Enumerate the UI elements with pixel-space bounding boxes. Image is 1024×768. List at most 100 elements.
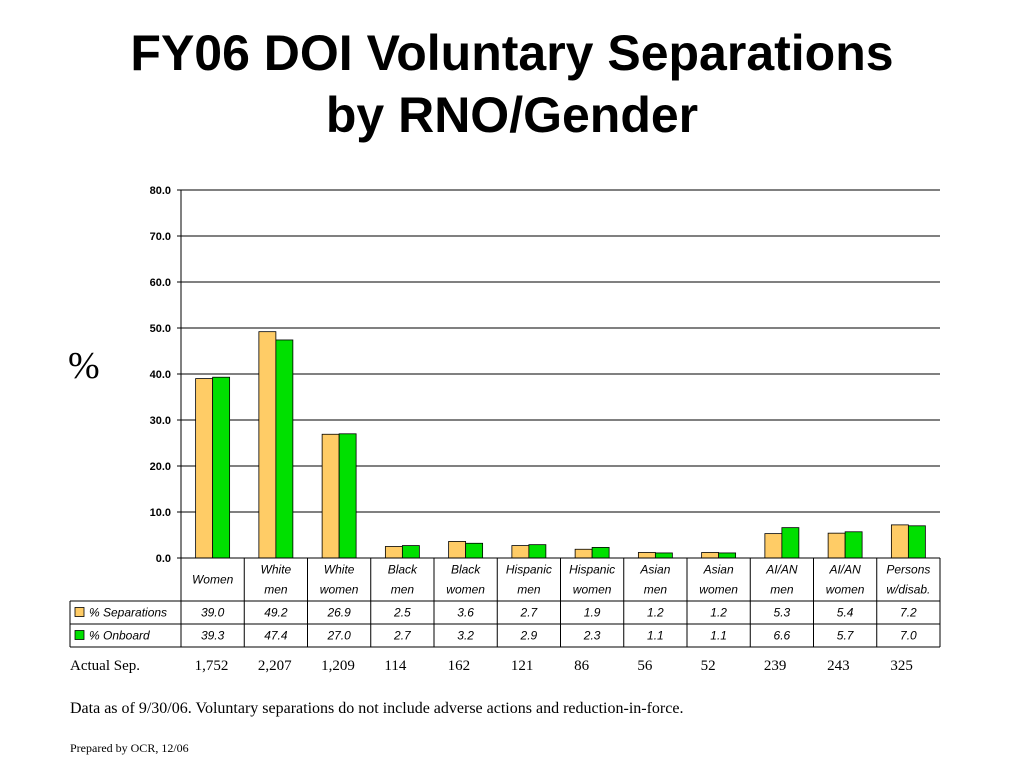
category-label: AI/AN — [765, 563, 798, 577]
category-label: w/disab. — [886, 583, 930, 597]
category-label: women — [320, 583, 359, 597]
bar-separations — [195, 378, 214, 559]
data-table-value: 7.2 — [900, 606, 917, 620]
actual-sep-value: 86 — [574, 658, 590, 674]
legend-label: % Onboard — [89, 629, 150, 643]
category-label: men — [264, 583, 288, 597]
y-tick-label: 60.0 — [150, 277, 171, 289]
y-tick-label: 10.0 — [150, 507, 171, 519]
data-table-value: 39.0 — [201, 606, 225, 620]
bar-chart: 0.0 10.0 20.0 30.0 40.0 50.0 60.0 70.0 80.0 Women… — [69, 185, 941, 648]
data-table-value: 49.2 — [264, 606, 288, 620]
bar-separations — [827, 532, 846, 559]
legend-key — [74, 607, 85, 617]
y-tick-label: 20.0 — [150, 461, 171, 473]
prepared-by: Prepared by OCR, 12/06 — [70, 741, 189, 755]
category-label: women — [699, 583, 738, 597]
bar-separations — [637, 552, 656, 559]
category-label: Hispanic — [506, 563, 552, 577]
data-table-value: 1.9 — [584, 606, 601, 620]
data-table-value: 2.3 — [583, 629, 601, 643]
category-label: women — [573, 583, 612, 597]
category-label: Black — [451, 563, 481, 577]
slide-title: FY06 DOI Voluntary Separations by RNO/Ge… — [0, 22, 1024, 146]
category-label: men — [517, 583, 541, 597]
bar-separations — [384, 546, 403, 559]
actual-sep-value: 1,752 — [194, 658, 229, 674]
actual-sep-value: 239 — [763, 658, 787, 674]
category-label: men — [770, 583, 794, 597]
y-tick-label: 50.0 — [150, 323, 171, 335]
data-table-value: 3.6 — [457, 606, 474, 620]
legend-label: % Separations — [89, 606, 167, 620]
data-table-value: 1.2 — [710, 606, 727, 620]
data-table-value: 2.9 — [520, 629, 538, 643]
category-label: Hispanic — [569, 563, 615, 577]
data-table-value: 2.7 — [520, 606, 539, 620]
category-label: men — [391, 583, 415, 597]
bar-separations — [258, 331, 277, 559]
bar-onboard — [338, 433, 357, 559]
bar-onboard — [528, 544, 547, 559]
bar-onboard — [212, 376, 231, 559]
category-label: AI/AN — [828, 563, 861, 577]
data-table-value: 7.0 — [900, 629, 917, 643]
bar-separations — [701, 552, 720, 559]
bar-onboard — [844, 531, 863, 559]
data-table-value: 5.3 — [774, 606, 791, 620]
category-label: White — [261, 563, 292, 577]
bar-separations — [321, 433, 340, 559]
data-table-value: 1.1 — [647, 629, 664, 643]
actual-sep-value: 162 — [447, 658, 471, 674]
actual-sep-value: 114 — [384, 658, 407, 674]
y-axis-symbol: % — [68, 345, 100, 387]
bar-separations — [764, 533, 783, 559]
bar-onboard — [591, 547, 610, 559]
title-line-2: by RNO/Gender — [325, 87, 699, 143]
y-tick-label: 0.0 — [156, 553, 171, 565]
bar-onboard — [907, 525, 926, 559]
data-table-value: 47.4 — [264, 629, 288, 643]
bar-separations — [574, 548, 593, 559]
category-label: White — [324, 563, 355, 577]
category-label: Persons — [886, 563, 930, 577]
category-label: women — [446, 583, 485, 597]
category-label: Asian — [703, 563, 734, 577]
data-table-value: 1.2 — [647, 606, 664, 620]
bar-onboard — [654, 552, 673, 559]
actual-sep-value: 121 — [510, 658, 534, 674]
bar-onboard — [781, 527, 800, 559]
actual-sep-value: 56 — [637, 658, 653, 674]
y-tick-label: 30.0 — [150, 415, 171, 427]
data-table-value: 39.3 — [201, 629, 225, 643]
data-note: Data as of 9/30/06. Voluntary separation… — [70, 700, 684, 717]
data-table-value: 26.9 — [326, 606, 351, 620]
category-label: Asian — [639, 563, 670, 577]
data-table-value: 5.4 — [837, 606, 854, 620]
category-label: Women — [192, 573, 234, 587]
bar-separations — [890, 524, 909, 559]
bar-onboard — [401, 545, 420, 559]
data-table-value: 27.0 — [326, 629, 351, 643]
data-table-value: 5.7 — [837, 629, 855, 643]
data-table-value: 6.6 — [774, 629, 791, 643]
y-tick-label: 70.0 — [150, 231, 171, 243]
bar-separations — [511, 545, 530, 559]
actual-sep-value: 1,209 — [321, 658, 355, 674]
actual-sep-value: 325 — [890, 658, 913, 674]
bar-onboard — [718, 552, 737, 559]
data-table-value: 1.1 — [710, 629, 727, 643]
y-tick-label: 80.0 — [150, 185, 171, 197]
bar-separations — [448, 541, 467, 559]
actual-sep-value: 243 — [827, 658, 850, 674]
actual-sep-value: 52 — [700, 658, 716, 674]
bar-onboard — [465, 542, 484, 559]
y-tick-label: 40.0 — [150, 369, 171, 381]
legend-key — [74, 630, 85, 640]
bar-onboard — [275, 339, 294, 559]
actual-sep-row: Actual Sep. 1,752 2,207 1,209 114 162 121 86 56… — [0, 658, 1024, 680]
data-table-value: 3.2 — [457, 629, 474, 643]
category-label: women — [826, 583, 865, 597]
title-line-1: FY06 DOI Voluntary Separations — [130, 25, 894, 81]
data-table-value: 2.7 — [393, 629, 412, 643]
